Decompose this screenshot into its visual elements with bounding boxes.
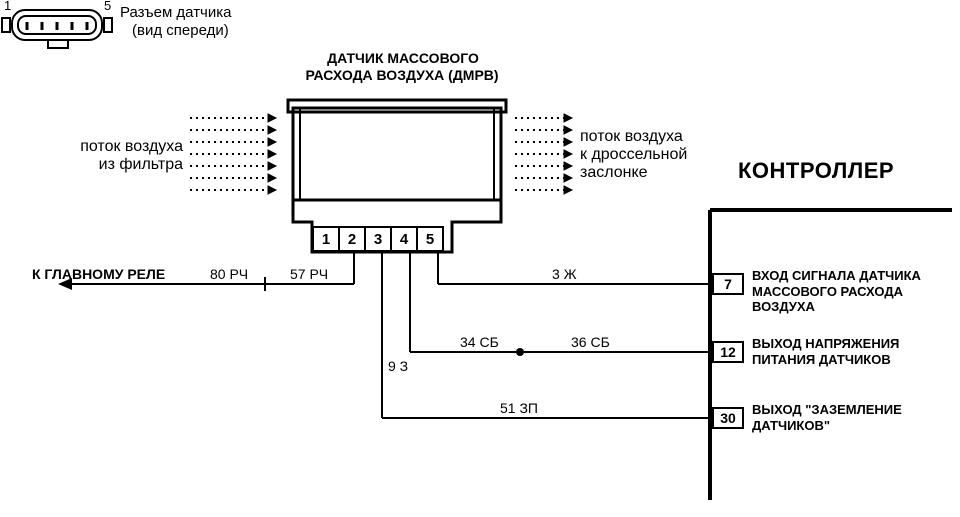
wire-36: 36 СБ	[571, 334, 610, 350]
airflow-left-arrows	[190, 114, 276, 194]
ctrl-label-12: ВЫХОД НАПРЯЖЕНИЯ ПИТАНИЯ ДАТЧИКОВ	[752, 336, 899, 367]
ctrl-label-7b: МАССОВОГО РАСХОДА ВОЗДУХА	[752, 284, 960, 315]
relay-label: К ГЛАВНОМУ РЕЛЕ	[32, 266, 165, 282]
sensor-pin-row: 1 2 3 4 5	[312, 226, 444, 252]
wire-9: 9 З	[388, 358, 408, 374]
ctrl-label-30: ВЫХОД "ЗАЗЕМЛЕНИЕ ДАТЧИКОВ"	[752, 402, 902, 433]
ctrl-pin-30: 30	[712, 407, 744, 429]
sensor-pin-3: 3	[364, 226, 392, 252]
ctrl-pin-7: 7	[712, 273, 744, 295]
sensor-pin-5: 5	[416, 226, 444, 252]
wire-80: 80 РЧ	[210, 266, 248, 282]
airflow-right-2: к дроссельной	[580, 146, 687, 164]
airflow-right-1: поток воздуха	[580, 128, 687, 146]
airflow-right-3: заслонке	[580, 164, 687, 182]
sensor-pin-4: 4	[390, 226, 418, 252]
ctrl-label-30b: ДАТЧИКОВ"	[752, 418, 902, 434]
connector-pin5: 5	[104, 0, 111, 13]
sensor-title1: ДАТЧИК МАССОВОГО	[298, 50, 508, 66]
ctrl-pin-12: 12	[712, 341, 744, 363]
ctrl-label-30a: ВЫХОД "ЗАЗЕМЛЕНИЕ	[752, 402, 902, 418]
connector-caption1: Разъем датчика	[120, 4, 232, 21]
wire-51: 51 ЗП	[500, 400, 538, 416]
connector-caption2: (вид спереди)	[132, 22, 229, 39]
sensor-title2: РАСХОДА ВОЗДУХА (ДМРВ)	[277, 67, 527, 83]
airflow-right-arrows	[515, 114, 572, 194]
wire-34: 34 СБ	[460, 334, 499, 350]
wire-3: 3 Ж	[552, 266, 577, 282]
ctrl-label-12a: ВЫХОД НАПРЯЖЕНИЯ	[752, 336, 899, 352]
ctrl-label-7a: ВХОД СИГНАЛА ДАТЧИКА	[752, 268, 960, 284]
connector-icon	[2, 10, 112, 48]
wire-57: 57 РЧ	[290, 266, 328, 282]
connector-pin1: 1	[4, 0, 11, 13]
ctrl-label-12b: ПИТАНИЯ ДАТЧИКОВ	[752, 352, 899, 368]
sensor-pin-1: 1	[312, 226, 340, 252]
airflow-left-1: поток воздуха	[55, 138, 183, 156]
ctrl-label-7: ВХОД СИГНАЛА ДАТЧИКА МАССОВОГО РАСХОДА В…	[752, 268, 960, 315]
sensor-pin-2: 2	[338, 226, 366, 252]
controller-title: КОНТРОЛЛЕР	[738, 158, 894, 184]
airflow-left-2: из фильтра	[55, 156, 183, 174]
